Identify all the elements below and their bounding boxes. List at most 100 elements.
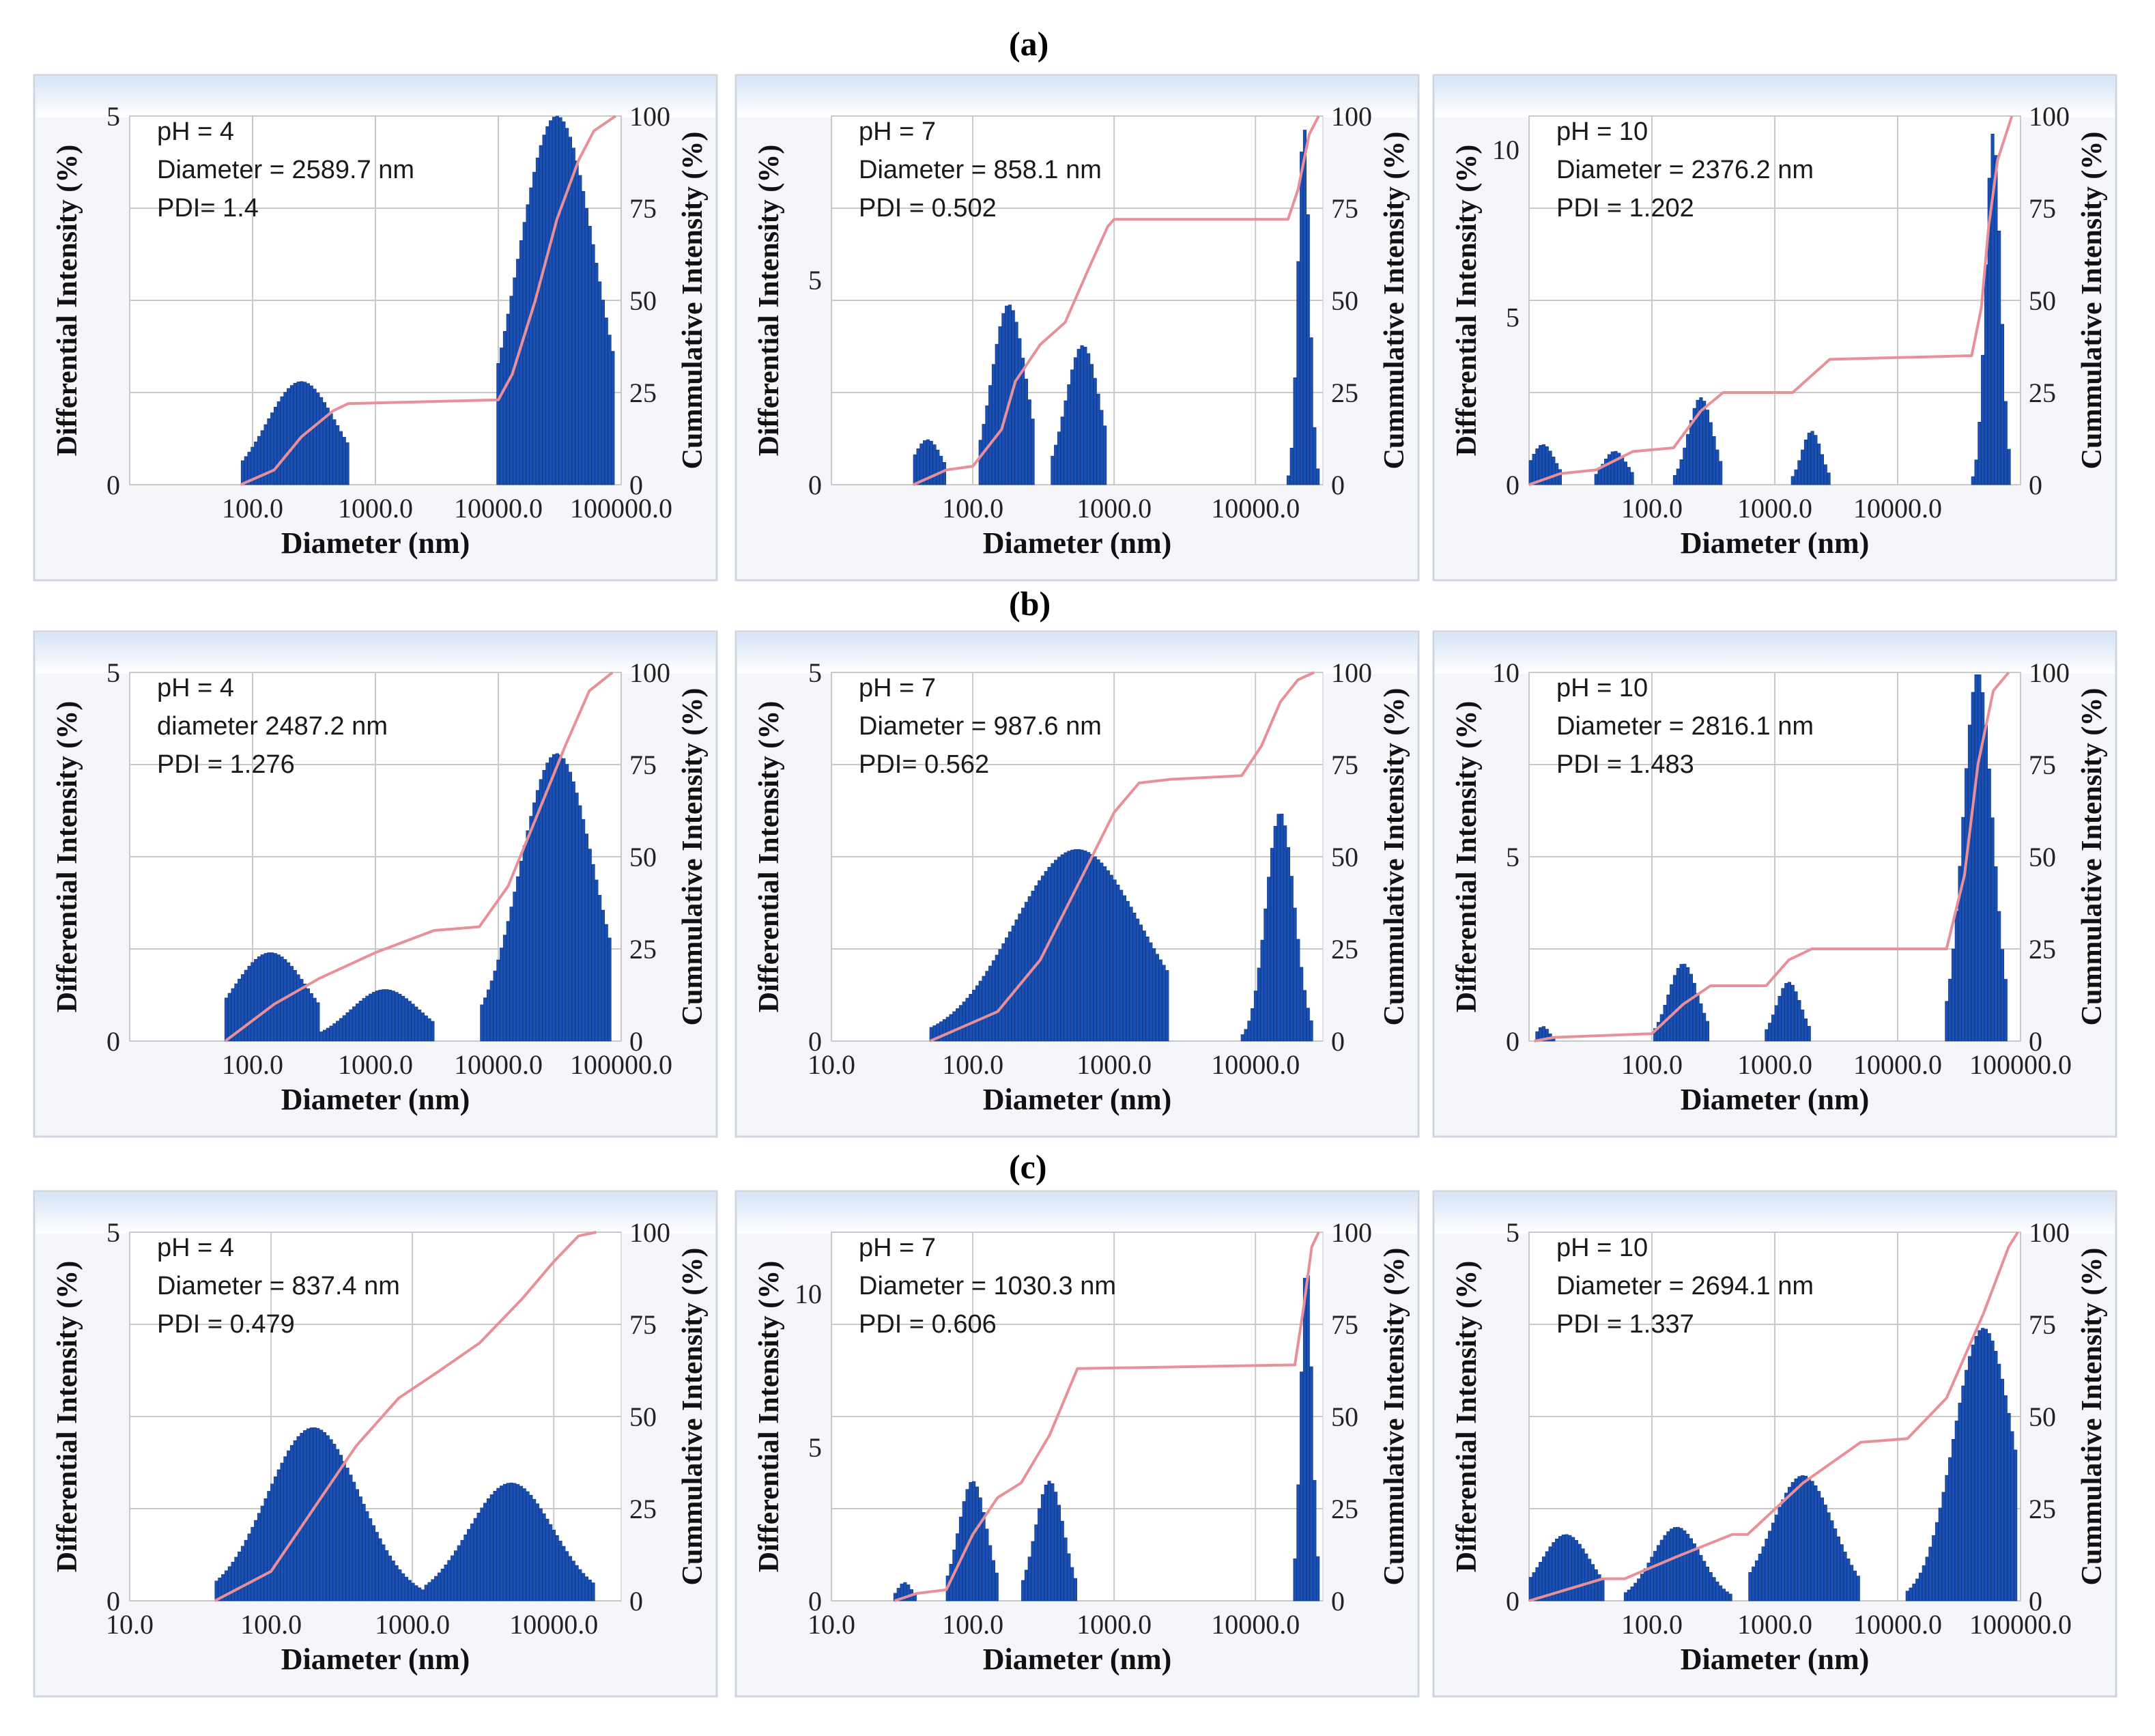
x-tick-label: 1000.0 (1737, 493, 1812, 524)
distribution-bar (1155, 954, 1160, 1042)
distribution-bar (1283, 825, 1287, 1042)
distribution-bar (362, 1504, 366, 1602)
distribution-bar (2003, 401, 2008, 485)
left-y-axis-title: Differential Intensity (%) (754, 701, 785, 1012)
distribution-bar (1765, 1029, 1769, 1042)
distribution-bar (1941, 1492, 1945, 1602)
distribution-bar (1803, 1018, 1808, 1042)
distribution-bar (1627, 1589, 1631, 1602)
annotation-line: PDI = 1.276 (157, 750, 295, 779)
distribution-bar (2007, 449, 2011, 485)
distribution-bar (1679, 1528, 1683, 1602)
distribution-bar (932, 444, 937, 485)
distribution-bar (385, 989, 389, 1042)
right-y-tick-label: 25 (629, 1494, 657, 1524)
distribution-bar (1843, 1552, 1847, 1602)
distribution-bar (1309, 337, 1313, 485)
right-y-tick-label: 25 (1331, 934, 1358, 965)
distribution-bar (555, 115, 559, 485)
distribution-bar (1987, 1333, 1991, 1602)
distribution-bar (1971, 692, 1975, 1042)
distribution-bar (1103, 425, 1107, 485)
annotation-line: pH = 7 (859, 117, 936, 146)
x-tick-label: 100.0 (222, 493, 283, 524)
distribution-bar (1814, 1485, 1818, 1602)
right-y-tick-label: 25 (2029, 934, 2056, 965)
distribution-bar (257, 1513, 261, 1602)
x-tick-label: 100.0 (1621, 1609, 1683, 1640)
distribution-bar (975, 1486, 980, 1602)
distribution-bar (388, 989, 393, 1042)
distribution-bar (1539, 1562, 1543, 1602)
distribution-bar (1093, 378, 1097, 485)
distribution-bar (1915, 1578, 1919, 1602)
distribution-bar (1778, 995, 1782, 1042)
distribution-bar (480, 1004, 484, 1042)
distribution-bar (1302, 990, 1307, 1042)
distribution-bar (251, 1526, 255, 1602)
distribution-bar (398, 1569, 402, 1602)
distribution-bar (420, 1012, 425, 1042)
distribution-bar (552, 117, 556, 485)
distribution-bar (1978, 1330, 1982, 1602)
x-tick-label: 10000.0 (454, 1049, 543, 1080)
distribution-bar (1699, 1003, 1703, 1042)
distribution-bar (519, 861, 524, 1042)
distribution-bar (293, 970, 297, 1042)
distribution-bar (326, 1027, 330, 1042)
distribution-bar (558, 1540, 562, 1602)
distribution-bar (1696, 993, 1700, 1042)
distribution-bar (267, 1491, 271, 1602)
distribution-bar (224, 997, 229, 1042)
distribution-bar (1709, 1571, 1713, 1602)
distribution-bar (988, 965, 993, 1042)
right-y-tick-label: 25 (629, 378, 657, 408)
distribution-bar (1932, 1535, 1936, 1602)
distribution-bar (1659, 1014, 1664, 1042)
panel-header (35, 76, 715, 117)
distribution-bar (296, 974, 300, 1042)
distribution-bar (280, 396, 284, 485)
left-y-tick-label: 0 (808, 1586, 822, 1617)
distribution-bar (1064, 1537, 1068, 1602)
distribution-bar (375, 1532, 379, 1602)
distribution-bar (470, 1523, 474, 1602)
distribution-bar (1051, 455, 1055, 485)
right-y-tick-label: 100 (2029, 101, 2070, 132)
distribution-bar (480, 1507, 484, 1602)
distribution-bar (411, 1582, 415, 1602)
distribution-bar (1663, 1535, 1667, 1602)
right-y-tick-label: 75 (2029, 193, 2056, 224)
distribution-bar (1024, 1569, 1029, 1602)
distribution-bar (319, 1031, 324, 1042)
distribution-bar (283, 1456, 287, 1602)
distribution-bar (1306, 1275, 1310, 1602)
distribution-bar (1803, 439, 1808, 485)
distribution-bar (595, 263, 599, 485)
distribution-bar (509, 296, 513, 485)
distribution-bar (565, 764, 569, 1042)
distribution-bar (1656, 1545, 1661, 1602)
distribution-bar (1984, 725, 1988, 1042)
distribution-bar (2010, 1431, 2014, 1602)
distribution-bar (1270, 848, 1274, 1042)
distribution-bar (584, 1576, 589, 1602)
distribution-bar (1827, 1512, 1831, 1602)
distribution-bar (1715, 449, 1719, 485)
distribution-bar (1601, 1578, 1605, 1602)
distribution-bar (1316, 1556, 1320, 1602)
right-y-tick-label: 50 (2029, 842, 2056, 872)
distribution-bar (420, 1589, 425, 1602)
distribution-bar (1129, 907, 1133, 1042)
distribution-bar (1807, 1477, 1811, 1602)
distribution-bar (431, 1021, 435, 1042)
distribution-bar (1712, 436, 1716, 485)
left-y-tick-label: 10 (795, 1279, 822, 1309)
cumulative-intensity-line (1534, 671, 2010, 1042)
distribution-bar (240, 974, 245, 1042)
distribution-bar (1024, 902, 1029, 1042)
distribution-bar (398, 993, 402, 1042)
x-tick-label: 100.0 (1621, 493, 1683, 524)
distribution-bar (254, 958, 258, 1042)
